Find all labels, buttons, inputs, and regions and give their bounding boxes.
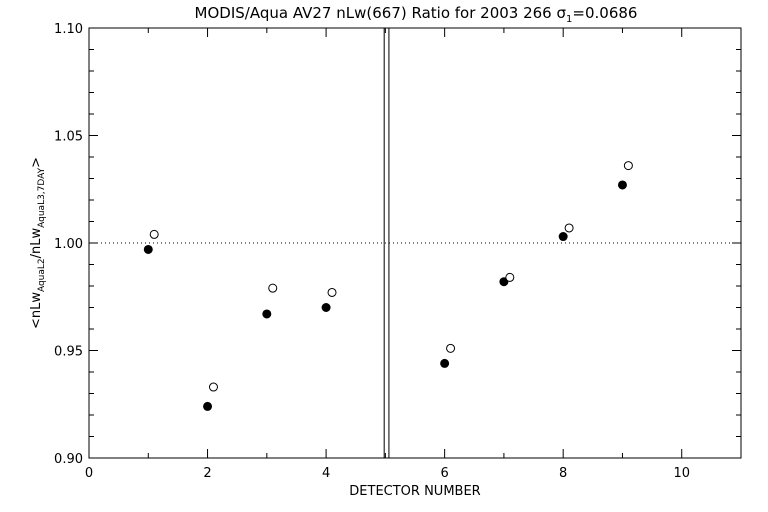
x-tick-label: 2 <box>203 466 211 481</box>
open-point <box>564 223 574 233</box>
y-axis: 0.90 0.95 1.00 1.05 1.10 <box>54 22 741 467</box>
plot-frame <box>88 27 742 459</box>
open-point <box>446 343 456 353</box>
filled-point <box>617 180 627 190</box>
y-tick-label: 1.05 <box>54 130 83 145</box>
open-point <box>149 229 159 239</box>
x-tick-label: 0 <box>85 466 93 481</box>
y-axis-label: <nLwAquaL2/nLwAquaL3,7DAY> <box>29 157 47 329</box>
filled-point <box>203 401 213 411</box>
open-point <box>505 272 515 282</box>
filled-point <box>143 244 153 254</box>
open-point <box>327 287 337 297</box>
open-point <box>623 161 633 171</box>
chart-title: MODIS/Aqua AV27 nLw(667) Ratio for 2003 … <box>195 4 638 25</box>
x-tick-label: 6 <box>440 466 448 481</box>
filled-point <box>558 232 568 242</box>
y-tick-label: 1.00 <box>54 237 83 252</box>
y-tick-label: 1.10 <box>54 22 83 37</box>
filled-point <box>440 358 450 368</box>
y-tick-label: 0.95 <box>54 345 83 360</box>
x-tick-label: 8 <box>559 466 567 481</box>
x-tick-label: 10 <box>673 466 690 481</box>
x-axis: 0 2 4 6 8 10 <box>85 28 742 481</box>
data-points <box>143 161 633 411</box>
y-tick-label: 0.90 <box>54 452 83 467</box>
x-axis-label: DETECTOR NUMBER <box>349 484 480 499</box>
filled-point <box>321 303 331 312</box>
open-point <box>208 382 218 392</box>
x-tick-label: 4 <box>322 466 330 481</box>
filled-point <box>499 277 509 287</box>
filled-point <box>262 309 272 319</box>
open-point <box>268 283 278 293</box>
